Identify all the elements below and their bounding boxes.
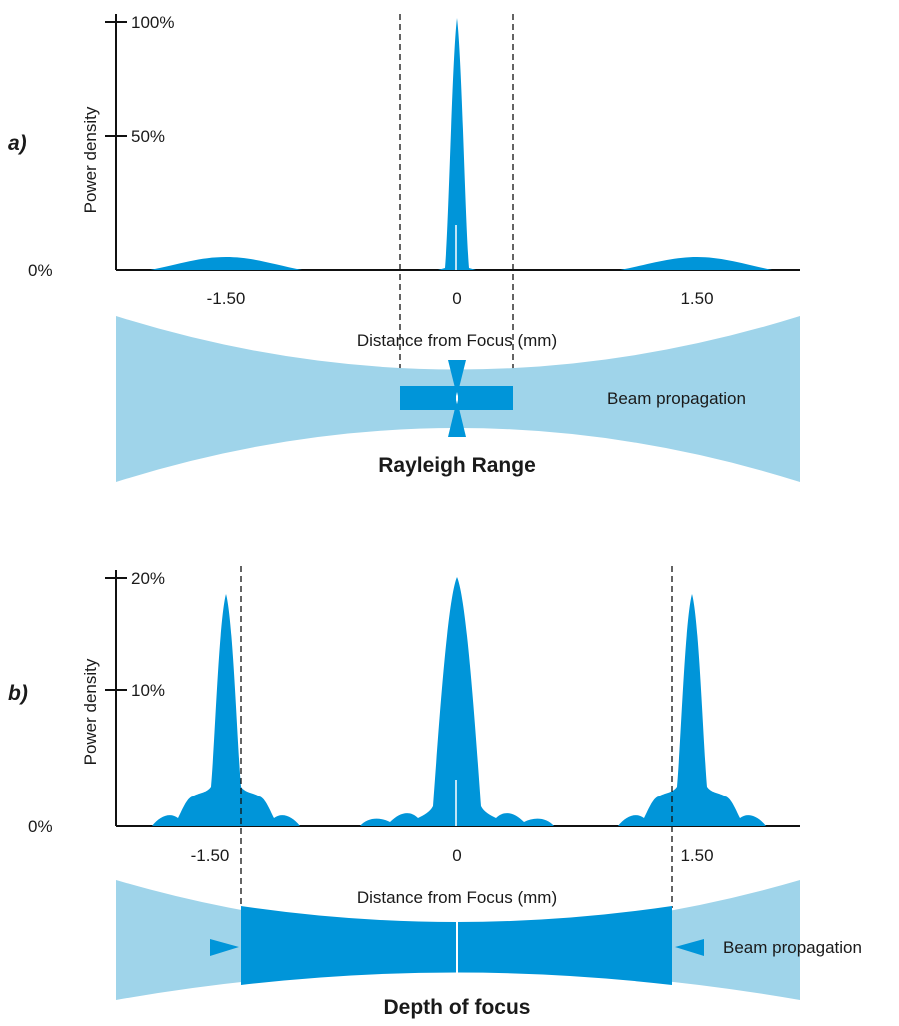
panel-b-xlabel: Distance from Focus (mm): [357, 888, 557, 907]
panel-b-left-peak: [152, 594, 300, 826]
panel-a-focus-arrow-bottom: [448, 400, 466, 437]
panel-b-xtick-zero: 0: [452, 846, 461, 865]
panel-b-arrow-left: [210, 939, 239, 956]
panel-a: a) Power density 0% 50% 100% -1.50 0 1.5…: [8, 13, 800, 482]
panel-b-ytick-label-10: 10%: [131, 681, 165, 700]
panel-b-beam-label: Beam propagation: [723, 938, 862, 957]
panel-a-caption: Rayleigh Range: [378, 454, 536, 477]
panel-a-label: a): [8, 132, 27, 155]
panel-a-ytick-label-100: 100%: [131, 13, 174, 32]
panel-b-xtick-pos: 1.50: [680, 846, 713, 865]
panel-a-center-peak: [438, 18, 476, 270]
panel-b-right-peak: [618, 594, 766, 826]
panel-b-center-peak: [360, 577, 554, 826]
panel-a-beam-label: Beam propagation: [607, 389, 746, 408]
panel-a-ytick-label-0: 0%: [28, 261, 53, 280]
panel-a-right-lobe: [620, 257, 772, 270]
panel-b: b) Power density 0% 10% 20% -1.50 0 1.50: [8, 566, 862, 1019]
panel-b-ytick-label-0: 0%: [28, 817, 53, 836]
panel-a-xtick-zero: 0: [452, 289, 461, 308]
panel-a-focus-arrow-top: [448, 360, 466, 396]
panel-b-caption: Depth of focus: [384, 996, 531, 1019]
panel-a-xtick-neg: -1.50: [207, 289, 246, 308]
panel-b-label: b): [8, 682, 28, 705]
panel-b-xtick-neg: -1.50: [191, 846, 230, 865]
panel-a-xlabel: Distance from Focus (mm): [357, 331, 557, 350]
panel-b-arrow-right: [675, 939, 704, 956]
panel-b-ytick-label-20: 20%: [131, 569, 165, 588]
panel-a-left-lobe: [150, 257, 302, 270]
panel-a-xtick-pos: 1.50: [680, 289, 713, 308]
panel-a-ylabel: Power density: [81, 106, 100, 213]
panel-b-ylabel: Power density: [81, 658, 100, 765]
panel-a-ytick-label-50: 50%: [131, 127, 165, 146]
